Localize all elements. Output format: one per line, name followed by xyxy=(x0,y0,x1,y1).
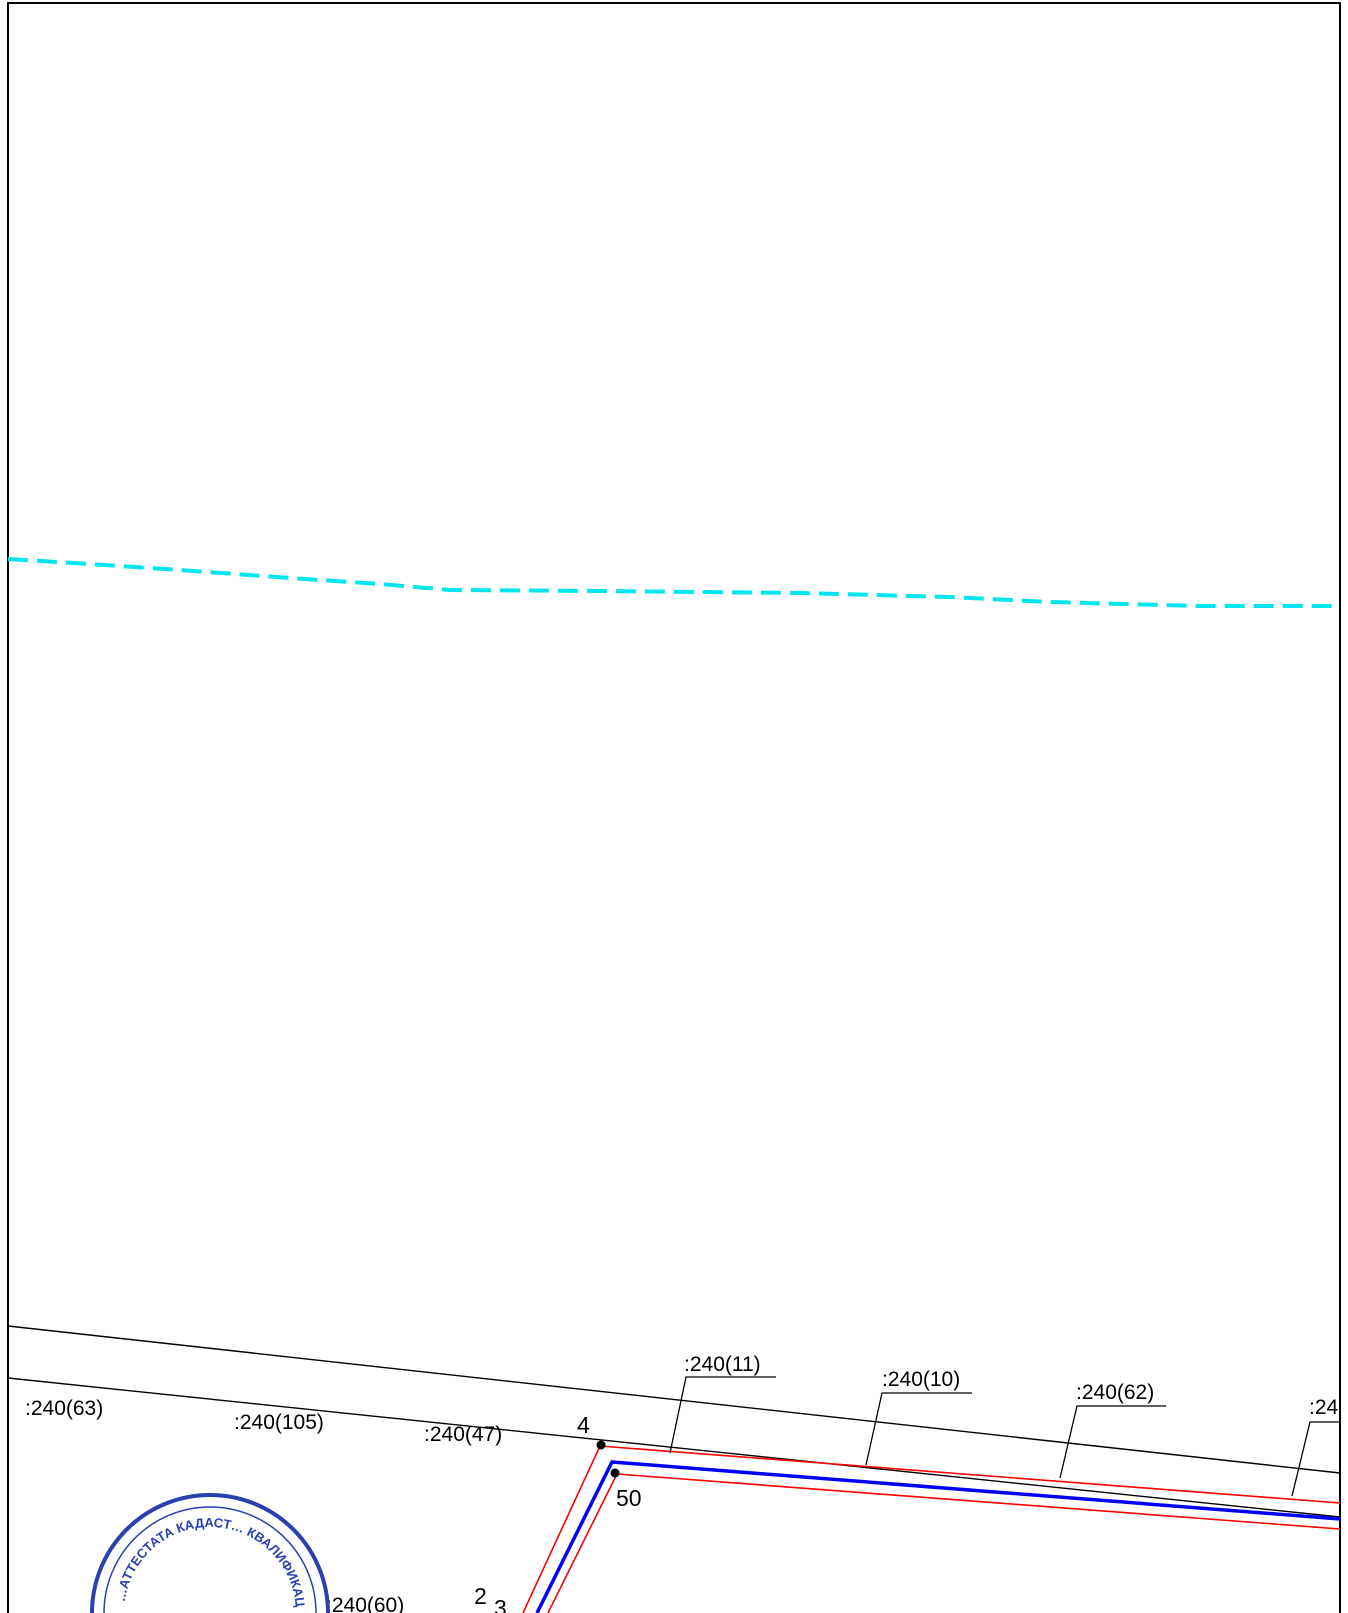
leader-240-11 xyxy=(669,1376,776,1454)
point-number-3: 3 xyxy=(494,1595,507,1613)
parcel-label-240-47: :240(47) xyxy=(424,1423,502,1446)
stamp-lettering: …АТТЕСТАТА КАДАСТ… КВАЛИФИКАЦ… xyxy=(0,0,308,1608)
certification-stamp: …АТТЕСТАТА КАДАСТ… КВАЛИФИКАЦ… xyxy=(0,0,330,1613)
parcel-boundary-blue xyxy=(535,1460,1341,1613)
parcel-label-240-11: :240(11) xyxy=(684,1353,761,1376)
parcel-label-240-60: :240(60) xyxy=(326,1594,404,1613)
point-number-50: 50 xyxy=(616,1485,642,1511)
leader-240-62 xyxy=(1059,1405,1166,1479)
parcel-boundary-red-outer-side xyxy=(522,1445,601,1613)
point-number-2: 2 xyxy=(474,1583,487,1609)
parcel-label-240-63: :240(63) xyxy=(25,1397,103,1420)
parcel-label-240-105: :240(105) xyxy=(234,1411,324,1434)
parcel-boundary-red-inner-side xyxy=(547,1473,618,1613)
survey-point-4 xyxy=(596,1440,606,1450)
road-line-upper xyxy=(7,1325,1341,1474)
road-line-lower xyxy=(7,1377,1341,1518)
leader-240-10 xyxy=(865,1392,972,1466)
leader-240-cut xyxy=(1291,1421,1340,1497)
parcel-label-240-cut: :24 xyxy=(1309,1396,1339,1419)
water-boundary-dashed-line xyxy=(7,557,1340,608)
parcel-boundary-red-outer xyxy=(599,1445,1341,1504)
parcel-boundary-red-inner xyxy=(616,1473,1341,1530)
point-number-4: 4 xyxy=(577,1412,590,1438)
survey-point-50 xyxy=(610,1468,620,1478)
map-frame xyxy=(7,2,1341,1613)
parcel-label-240-10: :240(10) xyxy=(882,1368,960,1391)
parcel-label-240-62: :240(62) xyxy=(1076,1381,1154,1404)
